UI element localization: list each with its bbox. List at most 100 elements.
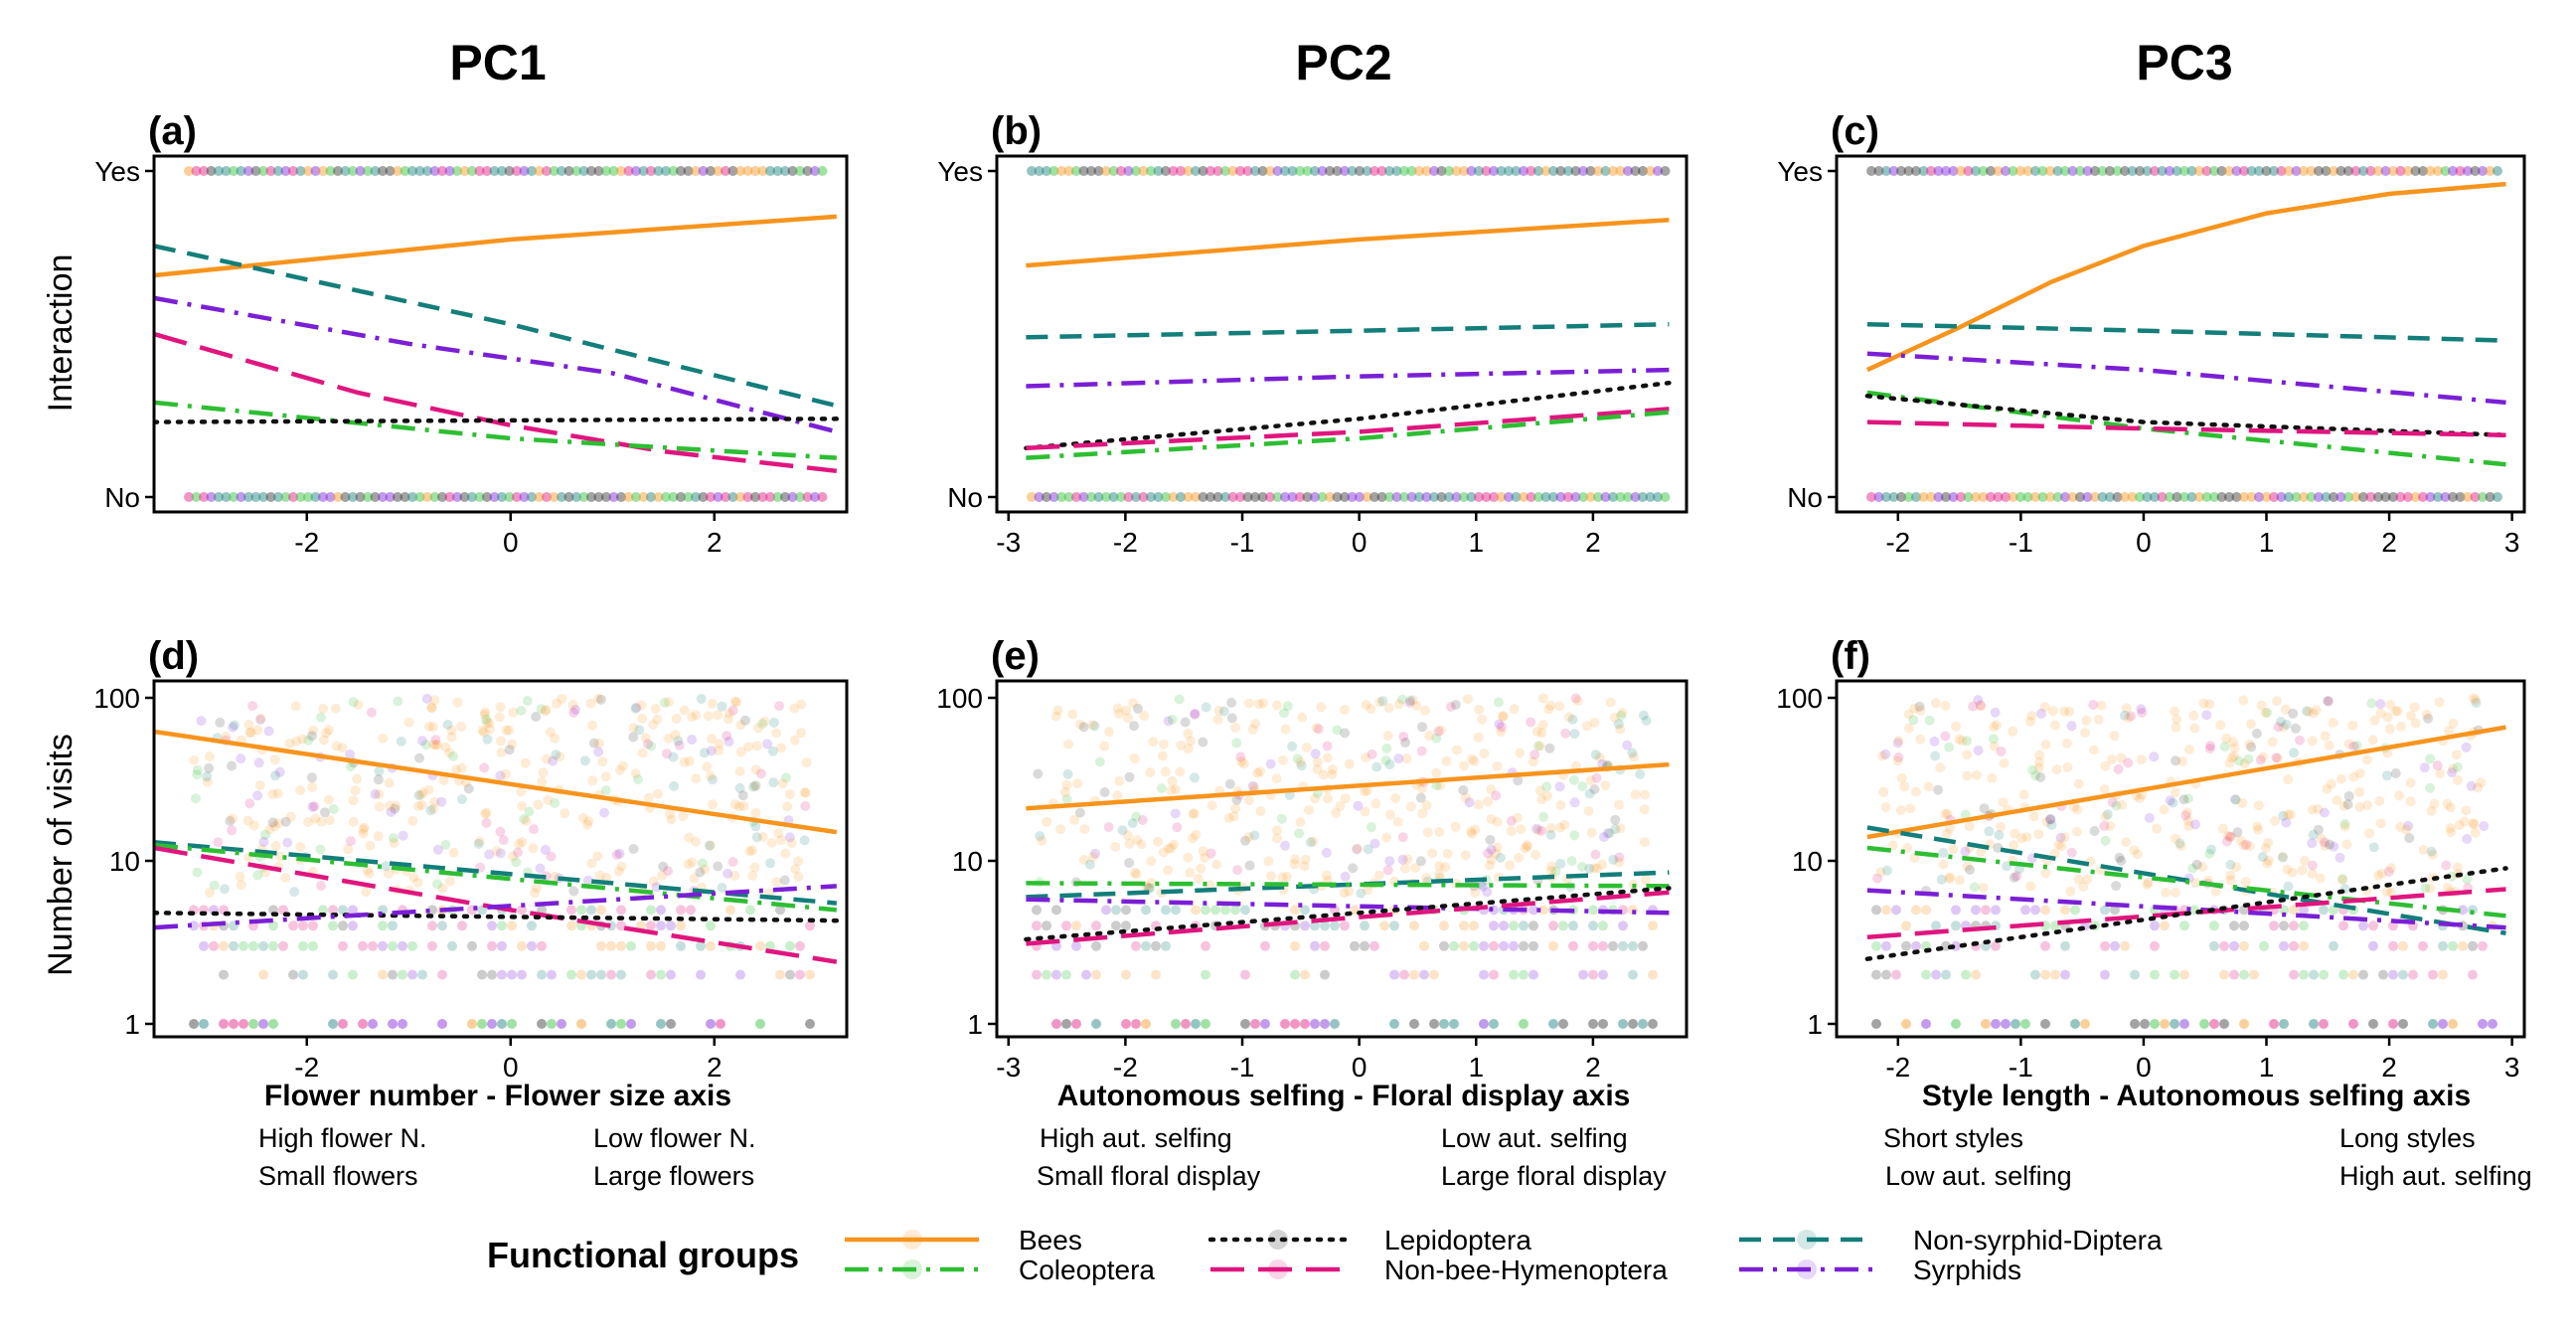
legend-item-non-bee-hymenoptera: Non-bee-Hymenoptera [1210,1254,1668,1285]
series-non-syrphid-diptera [154,244,838,409]
pc3-right-1: Long styles [2339,1123,2476,1153]
y-tick-label: 10 [1792,846,1823,877]
y-tick-label: 100 [936,683,983,714]
series-coleoptera [154,842,838,913]
series-bees [154,729,838,835]
x-tick-label: 0 [503,527,519,558]
x-tick-label: 2 [2381,527,2397,558]
raw-observations [1032,693,1658,1029]
legend-label: Lepidoptera [1384,1225,1531,1255]
plot-frame [152,679,849,1039]
pc3-right-2: High aut. selfing [2339,1161,2532,1191]
x-tick-label: 0 [1352,527,1368,558]
series-lepidoptera [1024,886,1672,942]
x-tick-label: -2 [1885,527,1910,558]
series-non-bee-hymenoptera [1026,890,1670,946]
pc2-left-2: Small floral display [1037,1161,1261,1191]
series-non-syrphid-diptera [154,840,838,906]
axis-title-pc2: Autonomous selfing - Floral display axis [1057,1080,1631,1112]
x-tick-label: 1 [2259,527,2275,558]
series-non-bee-hymenoptera [154,331,838,474]
series-syrphids [154,884,837,930]
legend-item-syrphids: Syrphids [1739,1254,2021,1285]
legend-label: Bees [1019,1225,1082,1255]
x-tick-label: 3 [2504,1052,2520,1083]
panel-b: (b) -3 -2 -1 0 1 2 No Yes [937,109,1689,558]
series-non-syrphid-diptera [1026,321,1670,340]
panel-label: (e) [991,634,1040,678]
y-title-visits: Number of visits [42,734,80,976]
y-title-interaction: Interaction [42,254,80,413]
pc3-left-1: Short styles [1883,1123,2023,1153]
y-tick-label: No [104,482,140,513]
y-tick-label: 1 [967,1009,983,1040]
pc1-left-2: Small flowers [258,1161,418,1191]
x-tick-label: -1 [1230,1052,1255,1083]
y-tick-label: 10 [109,846,140,877]
x-tick-label: 2 [1585,1052,1601,1083]
series-syrphids [1866,888,2506,930]
y-tick-label: No [947,482,983,513]
axis-title-pc1: Flower number - Flower size axis [264,1080,731,1112]
legend-item-coleoptera: Coleoptera [845,1254,1155,1285]
pc1-right-2: Large flowers [593,1161,754,1191]
legend-title: Functional groups [487,1235,799,1275]
raw-observations [1866,166,2502,502]
column-title-pc1: PC1 [449,35,546,90]
series-non-bee-hymenoptera [154,845,838,964]
legend-label: Non-syrphid-Diptera [1913,1225,2163,1255]
x-tick-label: 1 [1468,1052,1484,1083]
y-tick-label: Yes [1777,156,1823,187]
pc2-left-1: High aut. selfing [1040,1123,1232,1153]
axis-extremes: High flower N. Small flowers Low flower … [258,1123,2532,1191]
y-tick-label: Yes [937,156,983,187]
x-tick-label: -2 [1885,1052,1910,1083]
panel-c: (c) -2 -1 0 1 2 3 No Yes [1777,109,2526,558]
series-coleoptera [1026,881,1670,889]
series-syrphids [1026,367,1670,389]
panel-d: (d) -2 0 2 1 10 100 [93,634,849,1083]
x-tick-label: 0 [1352,1052,1368,1083]
series-bees [1026,761,1670,811]
series-syrphids [154,295,838,434]
x-tick-label: -1 [2009,1052,2033,1083]
series-lepidoptera [154,417,840,424]
x-tick-label: -2 [294,527,319,558]
series-bees [154,214,837,278]
y-tick-label: 1 [124,1009,140,1040]
y-tick-label: No [1787,482,1823,513]
pc2-right-2: Large floral display [1441,1161,1667,1191]
legend-item-bees: Bees [845,1225,1082,1255]
x-tick-label: -2 [294,1052,319,1083]
y-tick-label: Yes [94,156,140,187]
x-tick-label: -3 [996,527,1021,558]
x-tick-label: -2 [1113,527,1138,558]
x-tick-label: 3 [2504,527,2520,558]
pc3-left-2: Low aut. selfing [1885,1161,2072,1191]
x-tick-label: 1 [1468,527,1484,558]
x-tick-label: 2 [707,1052,723,1083]
panels: (a) -2 0 2 No Yes (b) -3 -2 -1 0 1 2 No Yes (c) -2 -1 0 1 2 3… [93,109,2526,1083]
y-tick-label: 10 [952,846,983,877]
series-syrphids [1866,351,2506,406]
panel-label: (a) [148,109,197,153]
x-tick-label: 2 [1585,527,1601,558]
x-tick-label: -3 [996,1052,1021,1083]
x-tick-label: 0 [503,1052,519,1083]
legend-label: Non-bee-Hymenoptera [1384,1254,1668,1285]
axis-title-pc3: Style length - Autonomous selfing axis [1922,1080,2471,1112]
panel-label: (d) [148,634,199,678]
plot-frame [1835,679,2526,1039]
x-tick-label: 2 [707,527,723,558]
pc1-left-1: High flower N. [258,1123,427,1153]
series-non-bee-hymenoptera [1026,407,1670,451]
x-tick-label: -1 [1230,527,1255,558]
series-bees [1866,725,2506,840]
series-bees [1865,181,2506,373]
raw-observations [184,166,828,502]
series-coleoptera [1866,845,2506,918]
series-syrphids [1026,897,1670,916]
raw-observations [189,693,815,1029]
y-tick-label: 100 [1776,683,1823,714]
panel-label: (c) [1831,109,1879,153]
